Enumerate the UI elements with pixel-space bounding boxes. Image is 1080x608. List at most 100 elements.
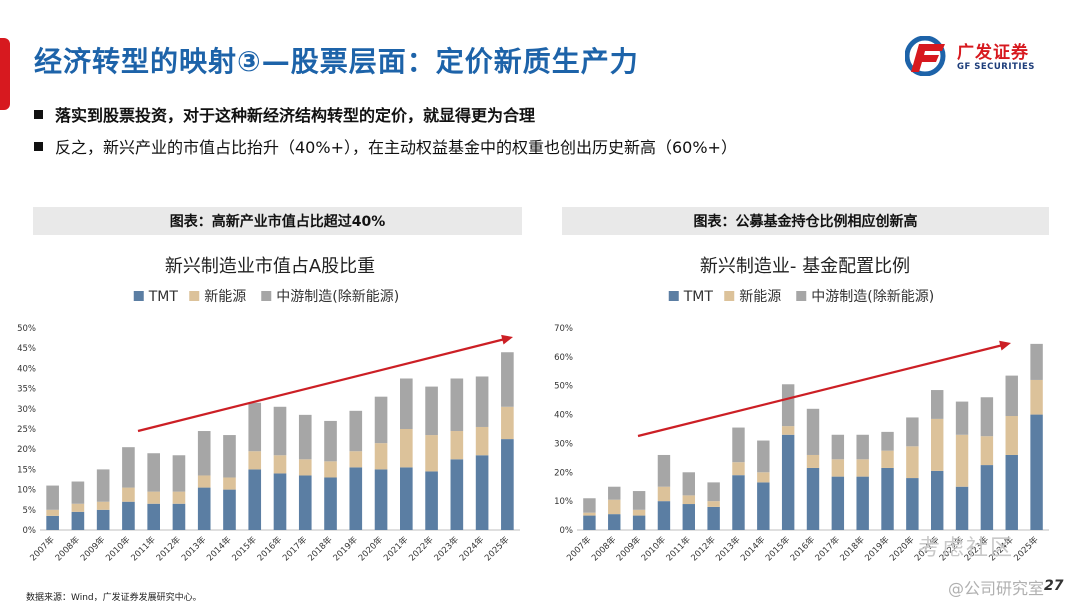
bar-2009年-TMT — [632, 515, 646, 530]
legend-label-0: TMT — [148, 289, 179, 305]
bar-2016年-中游制造(除新能源) — [806, 408, 820, 455]
legend-label-0: TMT — [683, 289, 714, 305]
y-tick-label: 10% — [554, 497, 573, 507]
bullet-text: 反之，新兴产业的市值占比抬升（40%+），在主动权益基金中的权重也创出历史新高（… — [55, 138, 737, 157]
chart-2-fund-allocation: 新兴制造业- 基金配置比例 TMT 新能源 中游制造(除新能源) 0% 10% 20% 30%… — [554, 256, 1049, 563]
bar-2008年-TMT — [71, 511, 85, 530]
bar-2018年-中游制造(除新能源) — [324, 420, 337, 462]
bar-2019年-TMT — [881, 467, 894, 530]
bullet-square-icon — [34, 142, 43, 151]
x-tick-label: 2016年 — [788, 534, 817, 563]
bar-2017年-中游制造(除新能源) — [831, 434, 845, 460]
x-tick-label: 2022年 — [407, 534, 436, 563]
x-tick-label: 2015年 — [230, 534, 259, 563]
trend-arrow-head — [501, 334, 513, 345]
bar-2018年-新能源 — [856, 459, 869, 477]
bar-2023年-新能源 — [450, 431, 464, 460]
page-number: 27 — [1044, 578, 1064, 594]
bar-2012年-TMT — [707, 506, 720, 530]
bar-2021年-TMT — [400, 467, 413, 530]
bar-2010年-中游制造(除新能源) — [657, 454, 671, 487]
y-tick-label: 30% — [17, 405, 36, 415]
bar-2022年-TMT — [955, 486, 969, 530]
bar-2020年-中游制造(除新能源) — [374, 396, 388, 444]
bar-2008年-新能源 — [71, 503, 85, 512]
bar-2013年-中游制造(除新能源) — [732, 427, 745, 463]
bar-2021年-TMT — [931, 470, 944, 530]
watermark-account: @公司研究室 — [948, 579, 1045, 598]
bullet-point-1: 落实到股票投资，对于这种新经济结构转型的定价，就显得更为合理 — [34, 102, 535, 126]
bar-2012年-新能源 — [707, 501, 720, 507]
bar-2024年-新能源 — [475, 426, 489, 456]
bar-2010年-新能源 — [657, 486, 671, 502]
logo-name: 广发证券 — [957, 43, 1029, 63]
x-tick-label: 2009年 — [78, 534, 107, 563]
x-tick-label: 2020年 — [356, 534, 385, 563]
bullet-point-2: 反之，新兴产业的市值占比抬升（40%+），在主动权益基金中的权重也创出历史新高（… — [34, 134, 737, 158]
x-tick-label: 2018年 — [306, 534, 335, 563]
bar-2017年-新能源 — [298, 459, 312, 476]
watermark-community: 考虑社区 — [918, 536, 1015, 561]
legend-swatch-1 — [189, 291, 200, 301]
y-tick-label: 40% — [17, 364, 36, 374]
bar-2013年-TMT — [732, 475, 745, 530]
x-tick-label: 2017年 — [280, 534, 309, 563]
bar-2024年-TMT — [1005, 454, 1018, 530]
bar-2023年-中游制造(除新能源) — [450, 378, 464, 432]
bar-2008年-新能源 — [608, 499, 621, 515]
bar-2009年-新能源 — [632, 509, 646, 516]
legend-swatch-0 — [133, 291, 144, 301]
legend-swatch-2 — [796, 291, 807, 301]
bar-2009年-新能源 — [96, 501, 110, 510]
bar-2015年-新能源 — [248, 451, 262, 470]
title-accent-bar — [0, 38, 10, 110]
y-tick-label: 60% — [554, 353, 573, 363]
x-tick-label: 2011年 — [129, 534, 158, 563]
y-tick-label: 35% — [17, 385, 36, 395]
bar-2025年-中游制造(除新能源) — [1030, 343, 1043, 380]
chart-title: 新兴制造业- 基金配置比例 — [700, 256, 910, 277]
bar-2011年-中游制造(除新能源) — [147, 453, 160, 492]
logo-subtitle: GF SECURITIES — [957, 62, 1035, 72]
bar-2011年-新能源 — [147, 491, 160, 504]
x-tick-label: 2009年 — [614, 534, 643, 563]
bar-2016年-TMT — [273, 473, 287, 530]
bar-2007年-TMT — [583, 515, 596, 530]
x-tick-label: 2014年 — [738, 534, 767, 563]
bar-2022年-TMT — [425, 471, 438, 530]
bar-2021年-中游制造(除新能源) — [400, 378, 413, 429]
gf-securities-logo: 广发证券 GF SECURITIES — [904, 35, 1045, 80]
bar-2024年-中游制造(除新能源) — [1005, 375, 1018, 417]
legend-swatch-1 — [724, 291, 735, 301]
bar-2024年-中游制造(除新能源) — [475, 376, 489, 427]
bar-2008年-中游制造(除新能源) — [71, 481, 85, 504]
bar-2016年-TMT — [806, 467, 820, 530]
legend-label-1: 新能源 — [204, 289, 246, 305]
bar-2013年-新能源 — [197, 475, 211, 488]
data-source-note: 数据来源：Wind，广发证券发展研究中心。 — [26, 593, 202, 603]
y-tick-label: 0% — [560, 526, 574, 536]
bar-2022年-新能源 — [955, 434, 969, 487]
legend-swatch-0 — [668, 291, 679, 301]
bar-2010年-中游制造(除新能源) — [122, 447, 135, 488]
bar-2018年-新能源 — [324, 461, 337, 478]
bar-2009年-中游制造(除新能源) — [632, 491, 646, 510]
bar-2023年-中游制造(除新能源) — [980, 397, 994, 437]
x-tick-label: 2012年 — [689, 534, 718, 563]
bar-2010年-TMT — [657, 501, 671, 530]
bar-2011年-TMT — [682, 504, 695, 530]
bar-2016年-中游制造(除新能源) — [273, 406, 287, 456]
x-tick-label: 2023年 — [432, 534, 461, 563]
x-tick-label: 2013年 — [179, 534, 208, 563]
bar-2007年-新能源 — [46, 509, 59, 516]
chart-2-header: 图表：公募基金持仓比例相应创新高 — [562, 207, 1049, 235]
y-tick-label: 40% — [554, 411, 573, 421]
x-tick-label: 2024年 — [457, 534, 486, 563]
bar-2016年-新能源 — [273, 455, 287, 474]
bar-2022年-中游制造(除新能源) — [955, 401, 969, 435]
bar-2023年-新能源 — [980, 436, 994, 466]
y-tick-label: 15% — [17, 465, 36, 475]
bar-2012年-TMT — [172, 503, 186, 530]
y-tick-label: 45% — [17, 344, 36, 354]
bar-2011年-中游制造(除新能源) — [682, 472, 695, 496]
